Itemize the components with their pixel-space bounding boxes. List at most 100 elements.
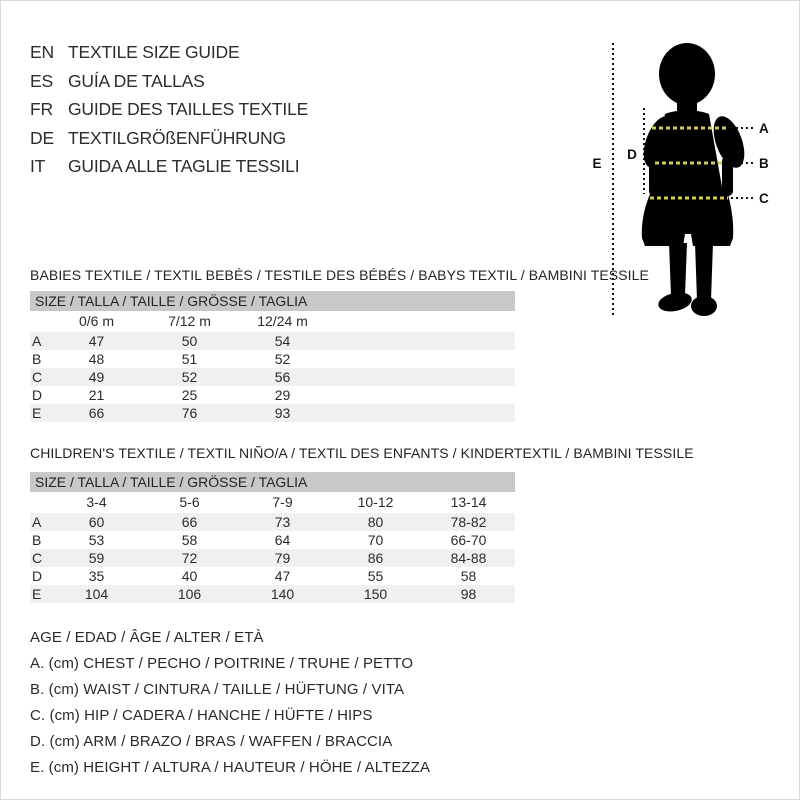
column-header-row: 0/6 m 7/12 m 12/24 m <box>30 311 515 332</box>
language-title-list: EN TEXTILE SIZE GUIDE ES GUÍA DE TALLAS … <box>30 38 308 181</box>
table-cell: 59 <box>50 549 143 567</box>
table-row: C 59 72 79 86 84-88 <box>30 549 516 567</box>
language-title: TEXTILE SIZE GUIDE <box>68 42 240 62</box>
language-title: TEXTILGRÖßENFÜHRUNG <box>68 127 286 148</box>
language-code: DE <box>30 127 54 148</box>
table-cell: 150 <box>329 585 422 603</box>
size-header-label: SIZE / TALLA / TAILLE / GRÖSSE / TAGLIA <box>30 291 515 311</box>
arm-label: D <box>627 147 637 162</box>
row-label: C <box>30 368 50 386</box>
row-label: D <box>32 568 43 584</box>
row-label: D <box>32 387 43 403</box>
table-cell: 80 <box>329 513 422 531</box>
children-section-heading: CHILDREN'S TEXTILE / TEXTIL NIÑO/A / TEX… <box>30 445 694 461</box>
filler-cell <box>329 350 515 368</box>
size-header-bar: SIZE / TALLA / TAILLE / GRÖSSE / TAGLIA <box>30 291 515 311</box>
row-label: B <box>32 532 42 548</box>
table-cell: 64 <box>274 532 291 548</box>
row-label: B <box>32 351 42 367</box>
table-cell: 98 <box>422 585 516 603</box>
filler-cell <box>329 386 515 404</box>
table-cell: 78-82 <box>422 513 516 531</box>
table-cell: 56 <box>236 368 329 386</box>
table-cell: 140 <box>236 585 329 603</box>
legend-line-chest: A. (cm) CHEST / PECHO / POITRINE / TRUHE… <box>30 655 414 672</box>
table-cell: 70 <box>367 532 384 548</box>
table-cell: 50 <box>143 332 236 350</box>
table-cell: 29 <box>274 387 291 403</box>
table-cell: 58 <box>181 532 198 548</box>
filler-cell <box>329 332 515 350</box>
table-cell: 48 <box>88 351 105 367</box>
table-cell: 52 <box>274 351 291 367</box>
table-cell: 54 <box>236 332 329 350</box>
table-cell: 51 <box>181 351 198 367</box>
table-cell: 84-88 <box>422 549 516 567</box>
row-label: E <box>30 585 50 603</box>
language-code: IT <box>30 156 46 176</box>
language-code: EN <box>30 42 54 62</box>
table-cell: 73 <box>236 513 329 531</box>
row-label: A <box>30 513 50 531</box>
table-cell: 53 <box>88 532 105 548</box>
language-code: ES <box>30 70 53 91</box>
size-header-label: SIZE / TALLA / TAILLE / GRÖSSE / TAGLIA <box>30 472 516 492</box>
language-row-de: DE TEXTILGRÖßENFÜHRUNG <box>30 124 308 153</box>
language-row-es: ES GUÍA DE TALLAS <box>30 67 308 96</box>
column-header: 0/6 m <box>78 313 114 329</box>
table-cell: 66 <box>143 513 236 531</box>
column-header: 7-9 <box>272 494 293 510</box>
babies-size-table: SIZE / TALLA / TAILLE / GRÖSSE / TAGLIA … <box>30 291 515 422</box>
waist-label: B <box>759 156 769 171</box>
legend-line-arm: D. (cm) ARM / BRAZO / BRAS / WAFFEN / BR… <box>30 733 393 750</box>
language-title: GUÍA DE TALLAS <box>68 70 205 91</box>
language-title: GUIDA ALLE TAGLIE TESSILI <box>68 156 300 176</box>
babies-section-heading: BABIES TEXTILE / TEXTIL BEBÉS / TESTILE … <box>30 267 649 283</box>
row-label: A <box>30 332 50 350</box>
table-cell: 49 <box>50 368 143 386</box>
hip-label: C <box>759 191 769 206</box>
measurement-figure: A B C D E <box>583 38 785 322</box>
table-cell: 104 <box>50 585 143 603</box>
language-row-it: IT GUIDA ALLE TAGLIE TESSILI <box>30 152 308 181</box>
legend-line-waist: B. (cm) WAIST / CINTURA / TAILLE / HÜFTU… <box>30 681 405 698</box>
measurement-legend: AGE / EDAD / ÂGE / ALTER / ETÀ A. (cm) C… <box>30 625 430 781</box>
table-row: D 21 25 29 <box>30 386 515 404</box>
filler-cell <box>329 404 515 422</box>
column-header: 7/12 m <box>168 313 211 329</box>
table-cell: 66 <box>50 404 143 422</box>
legend-line-height: E. (cm) HEIGHT / ALTURA / HAUTEUR / HÖHE… <box>30 759 431 776</box>
legend-line-hip: C. (cm) HIP / CADERA / HANCHE / HÜFTE / … <box>30 707 373 724</box>
table-cell: 106 <box>143 585 236 603</box>
table-cell: 52 <box>143 368 236 386</box>
table-row: A 47 50 54 <box>30 332 515 350</box>
table-cell: 25 <box>181 387 198 403</box>
children-size-table: SIZE / TALLA / TAILLE / GRÖSSE / TAGLIA … <box>30 472 516 603</box>
table-row: D 35 40 47 55 58 <box>30 567 515 585</box>
child-silhouette-diagram: A B C D E <box>592 43 769 316</box>
table-row: E 104 106 140 150 98 <box>30 585 516 603</box>
chest-label: A <box>759 121 769 136</box>
row-label: C <box>30 549 50 567</box>
column-header: 13-14 <box>450 494 487 510</box>
column-header: 10-12 <box>357 494 394 510</box>
column-header-row: 3-4 5-6 7-9 10-12 13-14 <box>30 492 515 513</box>
table-cell: 55 <box>367 568 384 584</box>
table-cell: 40 <box>181 568 198 584</box>
table-row: B 53 58 64 70 66-70 <box>30 531 515 549</box>
table-row: C 49 52 56 <box>30 368 515 386</box>
column-header: 5-6 <box>179 494 200 510</box>
table-cell: 72 <box>143 549 236 567</box>
table-cell: 79 <box>236 549 329 567</box>
table-cell: 76 <box>143 404 236 422</box>
table-cell: 21 <box>88 387 105 403</box>
table-cell: 86 <box>329 549 422 567</box>
table-row: E 66 76 93 <box>30 404 515 422</box>
filler-cell <box>329 311 515 332</box>
table-cell: 47 <box>274 568 291 584</box>
table-cell: 66-70 <box>450 532 487 548</box>
child-silhouette <box>641 43 745 316</box>
language-code: FR <box>30 99 53 119</box>
table-cell: 60 <box>50 513 143 531</box>
row-label: E <box>30 404 50 422</box>
